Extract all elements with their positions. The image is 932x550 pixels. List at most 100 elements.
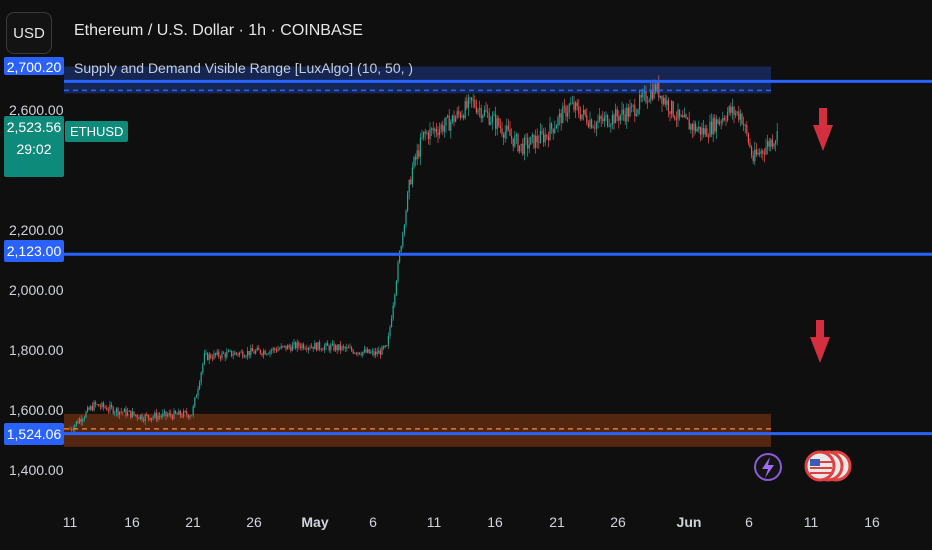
candle-body — [639, 95, 641, 110]
candle-body — [400, 245, 402, 252]
candle-body — [87, 407, 89, 412]
candle-body — [743, 124, 745, 126]
candle-body — [357, 352, 359, 354]
candle-body — [741, 113, 743, 125]
candle-body — [351, 347, 353, 351]
candle-body — [327, 343, 329, 346]
candle-body — [749, 143, 751, 148]
candle-body — [770, 139, 772, 147]
candle-body — [235, 352, 237, 354]
candle-body — [685, 114, 687, 118]
candle-body — [559, 113, 561, 118]
candle-body — [471, 97, 473, 101]
candle-body — [221, 352, 223, 359]
candle-body — [253, 351, 255, 354]
candle-body — [451, 115, 453, 122]
candle-body — [522, 143, 524, 155]
candle-body — [189, 416, 191, 418]
candle-body — [602, 118, 604, 122]
candle-body — [538, 142, 540, 143]
candle-body — [200, 372, 202, 383]
candle-body — [775, 140, 777, 144]
candle-body — [587, 122, 589, 127]
candle-body — [760, 150, 762, 154]
candle-body — [491, 115, 493, 123]
candle-body — [167, 414, 169, 416]
candle-body — [387, 335, 389, 346]
candle-body — [355, 352, 357, 354]
x-tick-label: 16 — [124, 514, 140, 530]
candle-body — [635, 114, 637, 116]
candle-body — [317, 342, 319, 351]
candle-body — [567, 112, 569, 117]
x-tick-label: May — [301, 514, 329, 530]
candle-body — [107, 410, 109, 411]
currency-button[interactable]: USD — [6, 12, 52, 54]
candle-body — [450, 121, 452, 131]
symbol-tag: ETHUSD — [65, 121, 129, 142]
candle-body — [91, 406, 93, 411]
candle-body — [247, 351, 249, 357]
candle-body — [493, 114, 495, 116]
candle-body — [328, 345, 330, 351]
candle-body — [600, 116, 602, 119]
candle-body — [144, 414, 146, 421]
candle-body — [731, 106, 733, 113]
candle-body — [621, 109, 623, 116]
x-tick-label: 21 — [185, 514, 201, 530]
candle-body — [394, 294, 396, 306]
candle-body — [643, 91, 645, 93]
x-tick-label: 6 — [745, 514, 753, 530]
candle-body — [541, 130, 543, 134]
down-arrow-icon — [813, 108, 833, 151]
candle-body — [162, 413, 164, 417]
candle-body — [283, 345, 285, 347]
candle-body — [723, 117, 725, 120]
candle-body — [229, 350, 231, 352]
candle-body — [767, 141, 769, 148]
candle-body — [648, 100, 650, 102]
candle-body — [410, 179, 412, 185]
candle-body — [443, 125, 445, 132]
candle-body — [725, 119, 727, 121]
us-flag-event-icon[interactable] — [804, 450, 852, 482]
candle-body — [555, 125, 557, 129]
candle-body — [288, 345, 290, 348]
candle-body — [301, 344, 303, 349]
candle-body — [96, 404, 98, 406]
candle-body — [333, 343, 335, 351]
lightning-event-icon[interactable] — [754, 453, 782, 481]
candle-body — [250, 348, 252, 356]
candle-body — [69, 428, 71, 430]
candle-body — [312, 346, 314, 350]
candle-body — [219, 356, 221, 359]
candle-body — [515, 134, 517, 137]
candle-body — [346, 347, 348, 349]
candle-body — [205, 353, 207, 354]
candle-body — [571, 102, 573, 104]
candle-body — [325, 343, 327, 347]
candle-body — [640, 95, 642, 98]
candle-body — [757, 152, 759, 155]
indicator-label[interactable]: Supply and Demand Visible Range [LuxAlgo… — [74, 60, 414, 76]
candle-body — [354, 352, 356, 354]
candle-body — [464, 101, 466, 119]
candle-body — [178, 410, 180, 415]
candle-body — [371, 351, 373, 353]
candle-body — [431, 128, 433, 130]
candle-body — [418, 150, 420, 157]
candle-body — [746, 125, 748, 134]
candle-body — [291, 344, 293, 351]
candle-body — [469, 97, 471, 99]
candle-body — [674, 116, 676, 120]
candle-body — [560, 113, 562, 124]
candle-body — [653, 84, 655, 99]
candle-body — [227, 350, 229, 353]
candle-body — [584, 109, 586, 115]
current-price: 2,523.56 — [6, 119, 62, 135]
candle-body — [290, 347, 292, 351]
candle-body — [426, 132, 428, 134]
candle-body — [448, 115, 450, 131]
candle-body — [637, 109, 639, 115]
